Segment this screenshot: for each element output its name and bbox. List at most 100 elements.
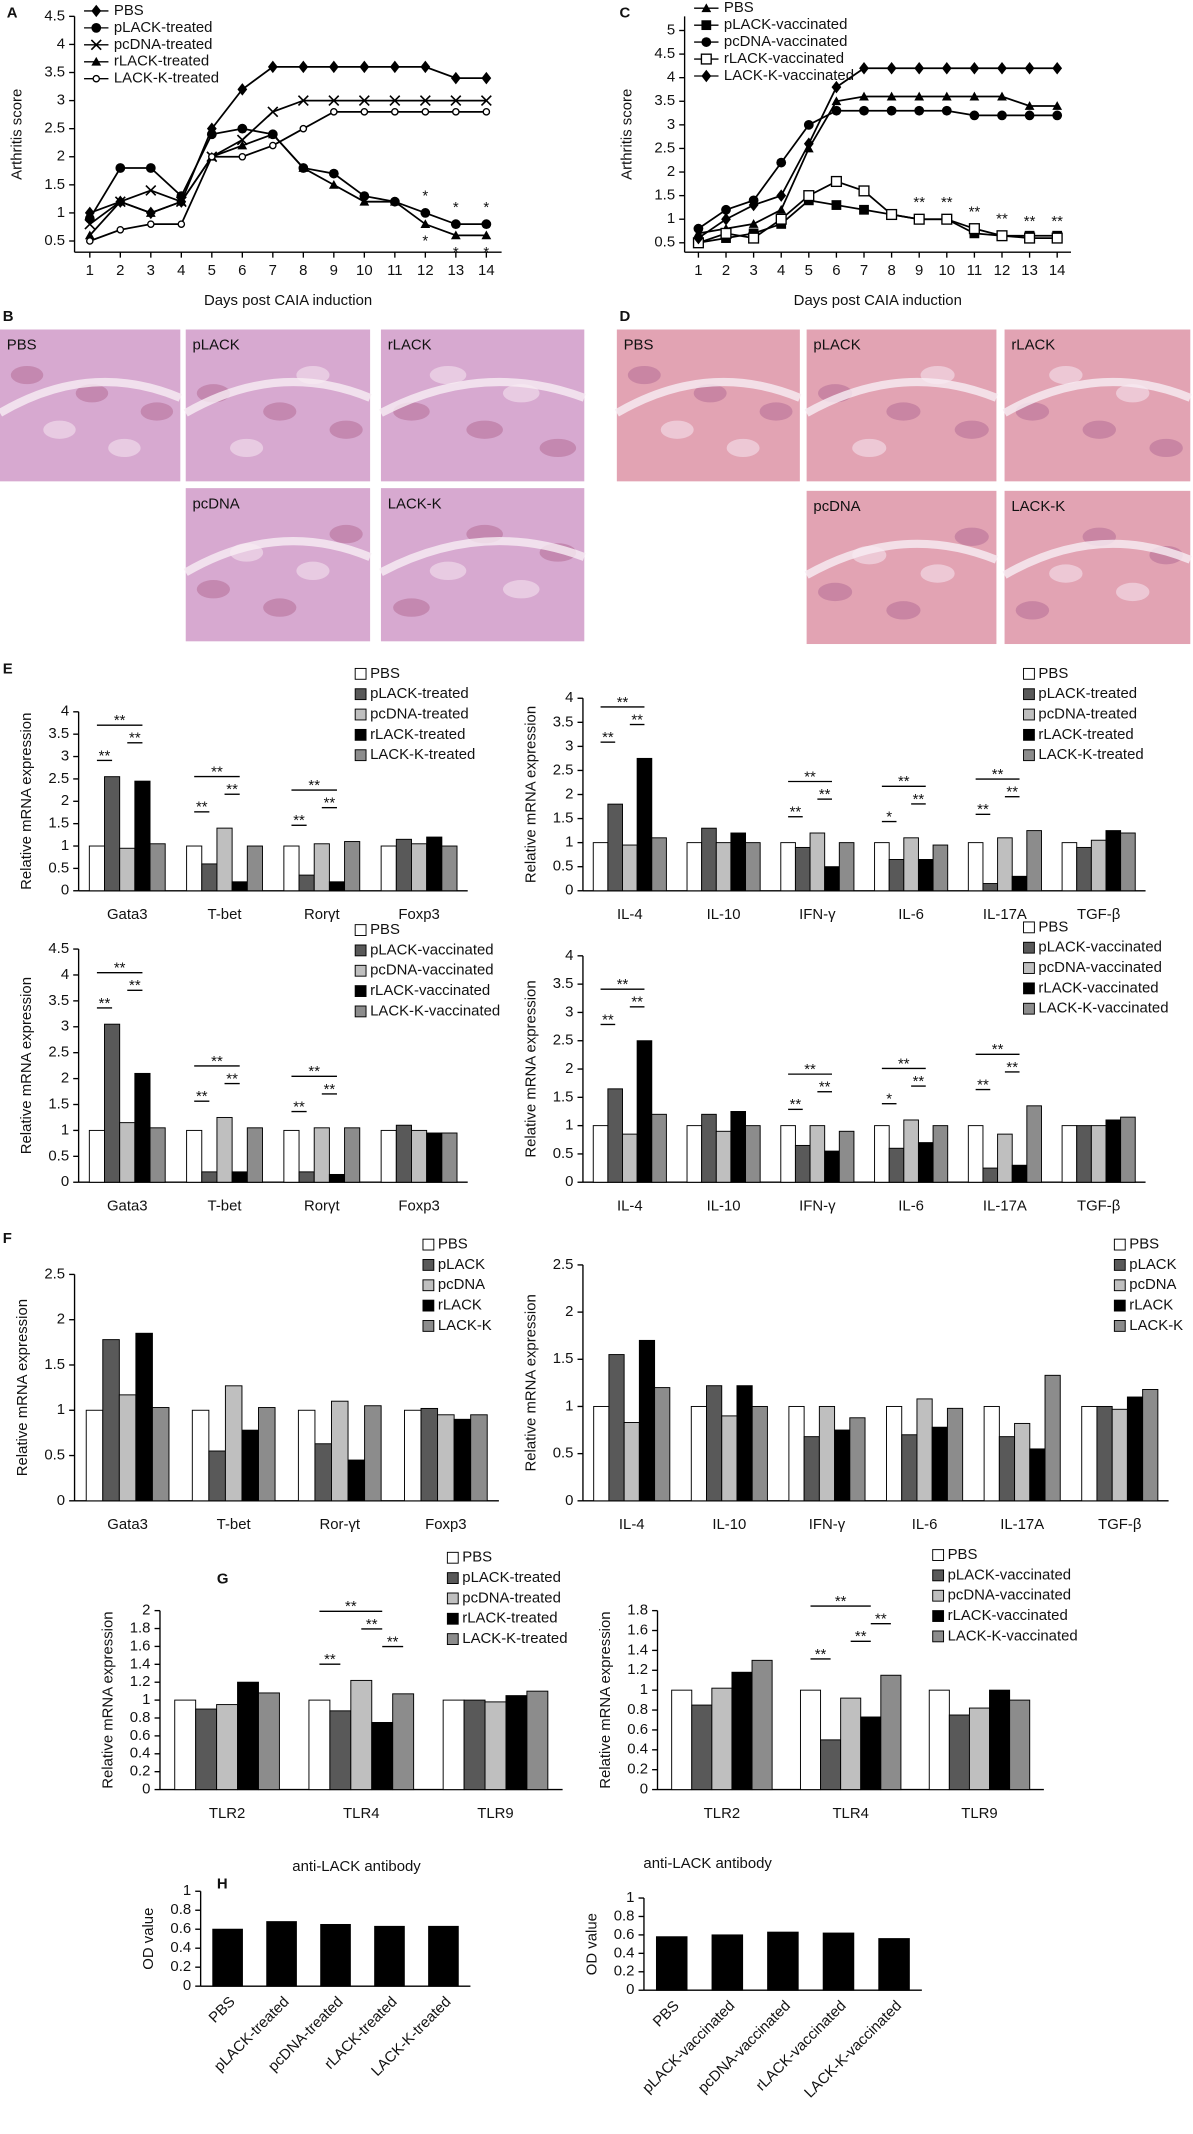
y-tick-label: 1 bbox=[626, 1890, 634, 1906]
bar bbox=[191, 1409, 210, 1502]
bar bbox=[426, 836, 443, 892]
bar bbox=[967, 842, 984, 892]
y-tick-label: 1.2 bbox=[627, 1662, 648, 1678]
y-tick-label: 0.8 bbox=[130, 1710, 151, 1726]
y-tick-label: 0.8 bbox=[627, 1702, 648, 1718]
point bbox=[328, 168, 339, 179]
legend-swatch bbox=[422, 1299, 435, 1312]
legend-swatch bbox=[1113, 1238, 1126, 1251]
point bbox=[831, 105, 842, 116]
point bbox=[297, 95, 309, 107]
bar bbox=[1142, 1389, 1159, 1502]
bar bbox=[308, 1699, 331, 1791]
bar bbox=[794, 1144, 811, 1183]
bar bbox=[691, 1704, 713, 1791]
bar bbox=[331, 1400, 349, 1502]
point bbox=[748, 219, 759, 228]
y-tick-label: 2 bbox=[61, 793, 69, 809]
point bbox=[267, 129, 278, 139]
point bbox=[1052, 62, 1063, 75]
x-tick-label: 1 bbox=[694, 263, 702, 279]
x-tick-label: 3 bbox=[749, 263, 757, 279]
bar bbox=[860, 1716, 882, 1791]
bar bbox=[231, 1171, 248, 1183]
x-tick-label: 3 bbox=[147, 263, 155, 279]
y-tick-label: 4 bbox=[667, 70, 675, 86]
bar bbox=[767, 1931, 799, 1991]
tissue-contour bbox=[804, 539, 998, 579]
point bbox=[299, 124, 308, 133]
x-tick-label: 6 bbox=[832, 263, 840, 279]
bar bbox=[1120, 1116, 1136, 1183]
legend-swatch bbox=[422, 1279, 435, 1292]
point bbox=[391, 108, 399, 116]
x-tick-label: pcDNA-vaccinated bbox=[695, 1998, 794, 2097]
y-axis-label: Relative mRNA expression bbox=[100, 1611, 116, 1788]
series-line bbox=[89, 110, 487, 242]
bar bbox=[1029, 1448, 1046, 1502]
tissue-texture bbox=[1049, 365, 1083, 385]
annotation: ** bbox=[969, 204, 981, 220]
point bbox=[721, 212, 731, 226]
y-tick-label: 1 bbox=[61, 1122, 69, 1138]
y-axis-label: Relative mRNA expression bbox=[19, 713, 35, 890]
point bbox=[236, 134, 248, 146]
bar bbox=[258, 1692, 280, 1791]
bar bbox=[1011, 875, 1028, 892]
significance-label: ** bbox=[617, 695, 629, 711]
point bbox=[997, 110, 1007, 121]
annotation: * bbox=[422, 189, 428, 205]
bar bbox=[1090, 839, 1107, 892]
bar bbox=[1011, 1164, 1028, 1183]
bar bbox=[216, 1704, 239, 1791]
bar bbox=[730, 1111, 747, 1183]
significance-label: ** bbox=[211, 764, 223, 780]
tissue-texture bbox=[539, 438, 577, 458]
y-tick-label: 0.4 bbox=[130, 1746, 151, 1762]
bar bbox=[1105, 1119, 1122, 1183]
bar bbox=[838, 1130, 855, 1183]
legend-swatch bbox=[422, 1259, 435, 1271]
bar bbox=[834, 1429, 851, 1502]
bar bbox=[1076, 1125, 1092, 1183]
annotation: ** bbox=[913, 195, 925, 211]
histology-label: rLACK bbox=[1011, 338, 1055, 354]
y-tick-label: 0.8 bbox=[170, 1902, 191, 1918]
significance-label: ** bbox=[226, 1071, 238, 1087]
bar bbox=[526, 1690, 549, 1791]
bar bbox=[686, 1125, 703, 1183]
bar bbox=[592, 1125, 609, 1183]
y-tick-label: 0 bbox=[61, 883, 69, 899]
point bbox=[84, 218, 96, 230]
legend-label: pLACK-vaccinated bbox=[724, 17, 847, 33]
y-tick-label: 0 bbox=[183, 1978, 191, 1994]
legend-swatch bbox=[1023, 941, 1035, 954]
x-tick-label: PBS bbox=[650, 1998, 682, 2030]
bar bbox=[216, 1116, 233, 1183]
legend-label: LACK-K-vaccinated bbox=[948, 1628, 1078, 1644]
x-axis-label: Days post CAIA induction bbox=[204, 293, 372, 309]
significance-label: ** bbox=[602, 730, 614, 746]
bar bbox=[690, 1405, 707, 1502]
bar bbox=[119, 847, 136, 892]
point bbox=[914, 91, 925, 101]
bar bbox=[903, 837, 919, 892]
bar bbox=[1026, 830, 1042, 892]
x-tick-label: 11 bbox=[387, 263, 402, 279]
significance-label: ** bbox=[324, 1082, 336, 1098]
x-tick-label: Foxp3 bbox=[398, 907, 439, 923]
point bbox=[145, 184, 157, 196]
tissue-texture bbox=[502, 580, 540, 599]
y-axis-label: Arthritis score bbox=[10, 89, 26, 180]
y-tick-label: 0 bbox=[640, 1782, 648, 1798]
point bbox=[859, 62, 869, 75]
point bbox=[1051, 232, 1063, 244]
bar bbox=[638, 1339, 656, 1502]
y-tick-label: 4 bbox=[565, 948, 573, 964]
annotation: * bbox=[422, 234, 428, 250]
legend-swatch bbox=[1113, 1259, 1126, 1271]
y-tick-label: 2 bbox=[667, 164, 675, 180]
bar bbox=[212, 1928, 243, 1987]
x-tick-label: IL-10 bbox=[707, 907, 741, 923]
